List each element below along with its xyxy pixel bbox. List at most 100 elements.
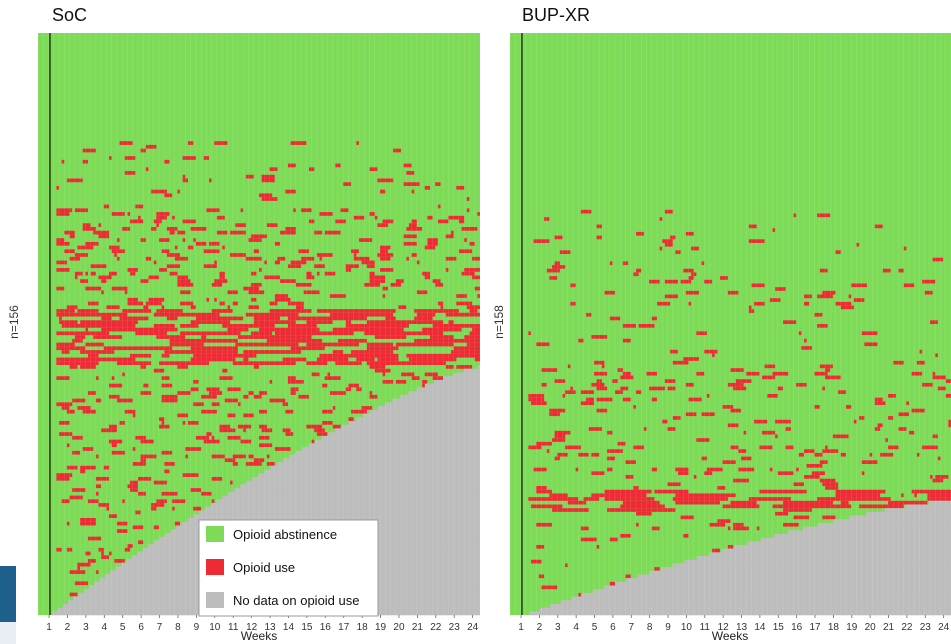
- use-cell: [922, 279, 936, 284]
- use-cell: [575, 467, 579, 472]
- use-cell: [177, 230, 186, 235]
- use-cell: [536, 489, 552, 494]
- missing-cell: [321, 435, 480, 440]
- use-cell: [164, 193, 173, 198]
- use-cell: [570, 301, 576, 306]
- use-cell: [306, 342, 359, 347]
- use-cell: [303, 290, 320, 295]
- use-cell: [898, 427, 907, 431]
- use-cell: [531, 559, 542, 564]
- use-cell: [882, 268, 891, 273]
- use-cell: [140, 458, 146, 463]
- x-tick-label: 2: [65, 622, 71, 633]
- use-cell: [172, 506, 175, 511]
- missing-cell: [571, 596, 951, 601]
- use-cell: [109, 156, 112, 160]
- use-cell: [377, 223, 388, 227]
- use-cell: [772, 504, 852, 509]
- use-cell: [66, 443, 70, 448]
- use-cell: [56, 402, 73, 407]
- use-cell: [180, 331, 241, 336]
- use-cell: [601, 364, 605, 369]
- use-cell: [948, 419, 951, 424]
- use-cell: [61, 499, 70, 504]
- use-cell: [282, 357, 307, 362]
- use-cell: [554, 379, 566, 383]
- use-cell: [733, 386, 747, 391]
- use-cell: [95, 476, 110, 481]
- use-cell: [411, 253, 417, 257]
- use-cell: [565, 445, 581, 450]
- use-cell: [322, 409, 333, 414]
- use-cell: [366, 320, 444, 324]
- use-cell: [56, 357, 136, 362]
- use-cell: [259, 391, 267, 395]
- missing-cell: [760, 537, 951, 542]
- use-cell: [565, 390, 576, 394]
- use-cell: [369, 275, 386, 280]
- use-cell: [607, 456, 616, 461]
- use-cell: [211, 402, 220, 407]
- use-cell: [798, 331, 802, 336]
- use-cell: [340, 208, 349, 213]
- missing-cell: [582, 592, 951, 597]
- missing-cell: [193, 514, 480, 519]
- use-cell: [591, 335, 608, 339]
- use-cell: [177, 282, 194, 287]
- x-tick-label: 18: [357, 622, 369, 633]
- use-cell: [109, 439, 123, 444]
- use-cell: [819, 478, 836, 483]
- use-cell: [145, 167, 149, 172]
- use-cell: [659, 246, 663, 251]
- use-cell: [130, 353, 152, 358]
- use-cell: [311, 439, 315, 444]
- use-cell: [332, 424, 341, 429]
- use-cell: [451, 350, 480, 354]
- use-cell: [101, 290, 104, 295]
- use-cell: [466, 342, 480, 347]
- use-cell: [432, 376, 444, 380]
- use-cell: [264, 260, 267, 265]
- use-cell: [385, 316, 396, 321]
- use-cell: [80, 518, 96, 522]
- use-cell: [153, 260, 157, 265]
- use-cell: [87, 536, 102, 541]
- x-tick-label: 1: [46, 622, 52, 633]
- use-cell: [82, 447, 94, 451]
- use-cell: [130, 271, 136, 276]
- use-cell: [130, 488, 138, 492]
- use-cell: [835, 301, 852, 306]
- use-cell: [232, 301, 238, 306]
- missing-cell: [384, 402, 480, 407]
- soc-panel-title: SoC: [52, 5, 87, 25]
- x-tick-label: 15: [773, 622, 785, 633]
- use-cell: [161, 383, 173, 388]
- missing-cell: [464, 368, 480, 373]
- x-tick-label: 14: [754, 622, 766, 633]
- use-cell: [366, 346, 399, 351]
- use-cell: [85, 342, 104, 347]
- use-cell: [232, 361, 296, 366]
- use-cell: [783, 508, 812, 512]
- use-cell: [580, 390, 595, 394]
- use-cell: [143, 383, 149, 388]
- use-cell: [380, 189, 386, 194]
- use-cell: [395, 379, 407, 384]
- use-cell: [377, 178, 394, 183]
- use-cell: [448, 215, 465, 220]
- use-cell: [422, 383, 425, 388]
- use-cell: [140, 391, 152, 395]
- missing-cell: [774, 533, 951, 538]
- use-cell: [248, 238, 262, 242]
- use-cell: [840, 305, 854, 310]
- use-cell: [235, 223, 246, 227]
- use-cell: [280, 279, 296, 283]
- use-cell: [219, 301, 225, 306]
- use-cell: [945, 379, 951, 383]
- use-cell: [685, 231, 694, 236]
- use-cell: [269, 301, 278, 306]
- use-cell: [69, 570, 86, 574]
- use-cell: [580, 526, 589, 531]
- use-cell: [625, 475, 634, 479]
